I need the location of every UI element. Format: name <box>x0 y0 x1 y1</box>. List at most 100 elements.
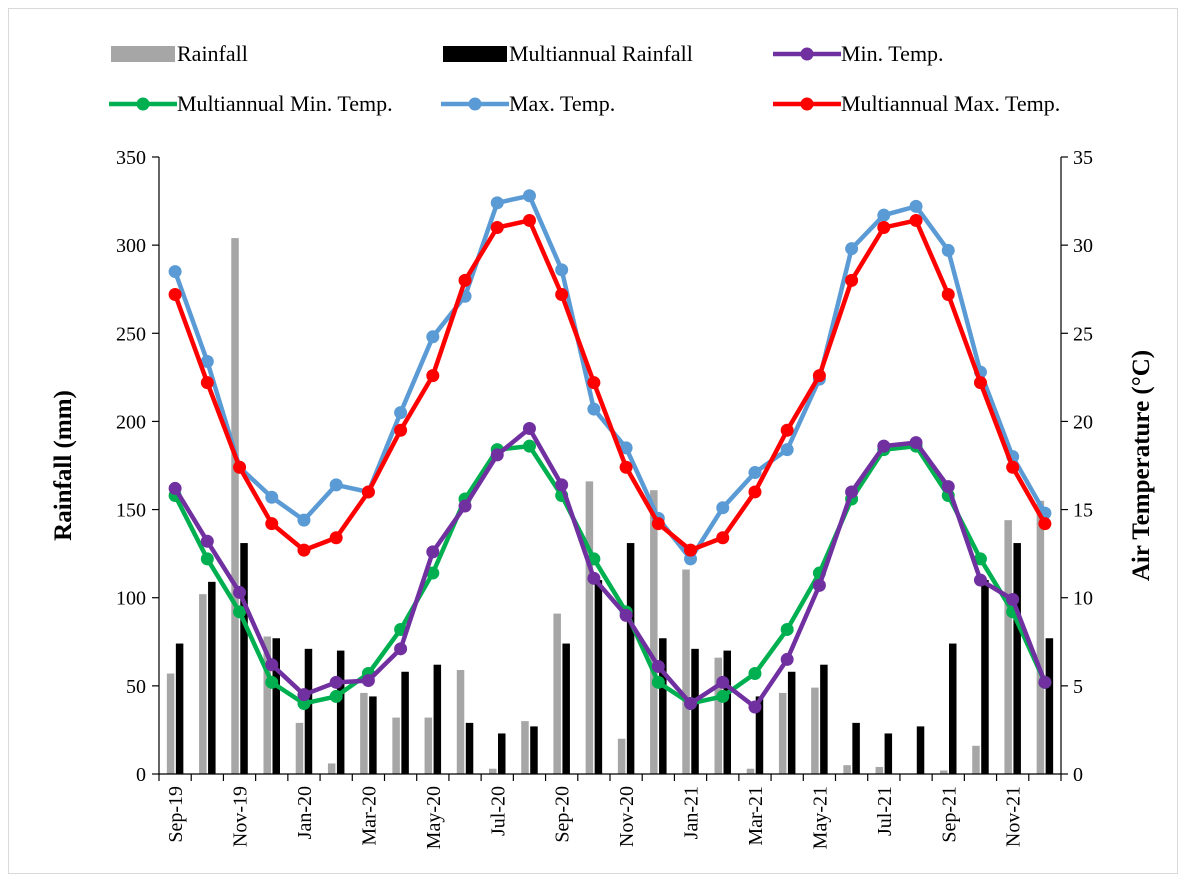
bar <box>626 543 635 774</box>
bar <box>787 671 796 774</box>
chart-canvas: 0 50 100 150 200 250 300 350 0 5 10 15 20 25 30 35 Sep-1… <box>50 41 1155 849</box>
y-right-tick-label: 20 <box>1073 411 1093 433</box>
bar <box>875 766 884 774</box>
bar <box>650 490 658 774</box>
data-point <box>329 478 343 492</box>
data-point <box>909 199 923 213</box>
bar <box>1013 543 1021 774</box>
chart-frame: 0 50 100 150 200 250 300 350 0 5 10 15 20 25 30 35 Sep-1… <box>8 8 1178 874</box>
y-left-tick-label: 0 <box>136 764 146 786</box>
data-point <box>973 376 987 390</box>
bar <box>392 717 400 774</box>
series-line <box>172 443 1048 706</box>
legend-label: Multiannual Max. Temp. <box>841 91 1060 116</box>
x-tick-label: Sep-21 <box>938 786 960 843</box>
data-point <box>233 460 247 474</box>
data-point <box>716 689 730 703</box>
y-right-tick-label: 5 <box>1073 676 1083 698</box>
data-point <box>200 534 214 548</box>
y-left-tick-label: 150 <box>116 500 146 522</box>
bar <box>594 580 603 774</box>
y-right-tick-label: 10 <box>1073 588 1093 610</box>
bar <box>456 669 465 774</box>
y-right-tick-label: 30 <box>1073 235 1093 257</box>
data-point <box>1006 592 1020 606</box>
data-point <box>973 552 987 566</box>
legend: Rainfall Multiannual Rainfall Min. Temp. Mu… <box>109 41 1060 116</box>
bar <box>682 569 690 774</box>
bar <box>714 657 722 774</box>
y-left-tick-label: 100 <box>116 588 146 610</box>
data-point <box>490 221 504 235</box>
legend-swatch <box>443 46 507 62</box>
bar <box>263 636 271 774</box>
bar <box>240 543 248 774</box>
data-point <box>651 659 665 673</box>
bar <box>843 765 851 774</box>
legend-label: Rainfall <box>177 41 248 66</box>
legend-marker <box>800 97 814 111</box>
y-right-tick-label: 25 <box>1073 323 1093 345</box>
bar <box>746 768 755 774</box>
bar <box>562 643 570 774</box>
data-point <box>265 517 279 531</box>
data-point <box>748 466 762 480</box>
data-point <box>909 436 923 450</box>
data-point <box>651 517 665 531</box>
bar <box>336 650 345 774</box>
data-point <box>168 481 182 495</box>
bar <box>175 643 184 774</box>
data-point <box>200 354 214 368</box>
data-point <box>812 369 826 383</box>
data-point <box>780 652 794 666</box>
data-point <box>877 221 891 235</box>
data-point <box>941 243 955 257</box>
data-point <box>361 485 375 499</box>
bar <box>199 594 207 774</box>
data-point <box>394 423 408 437</box>
bar <box>778 692 787 774</box>
data-point <box>426 545 440 559</box>
data-point <box>748 700 762 714</box>
data-point <box>458 273 472 287</box>
data-point <box>845 242 859 256</box>
y-right-tick-label: 15 <box>1073 500 1093 522</box>
data-point <box>716 675 730 689</box>
bar <box>295 722 304 774</box>
data-point <box>587 571 601 585</box>
bar <box>424 717 433 774</box>
bar <box>401 671 409 774</box>
x-tick-label: Nov-19 <box>230 786 252 847</box>
data-point <box>973 573 987 587</box>
data-point <box>168 288 182 302</box>
line-series-3 <box>168 213 1052 557</box>
data-point <box>716 531 730 545</box>
data-point <box>619 441 633 455</box>
legend-marker <box>468 97 482 111</box>
data-point <box>748 485 762 499</box>
bar <box>304 648 313 774</box>
x-tick-label: Sep-19 <box>165 786 187 843</box>
y-left-tick-label: 50 <box>126 676 146 698</box>
bar <box>916 726 925 774</box>
data-point <box>877 439 891 453</box>
data-point <box>780 443 794 457</box>
bar <box>521 721 529 774</box>
data-point <box>684 543 698 557</box>
bar <box>498 733 506 774</box>
line-series-0 <box>168 421 1052 714</box>
data-point <box>716 501 730 515</box>
data-point <box>522 421 536 435</box>
bar <box>433 664 442 774</box>
data-point <box>297 688 311 702</box>
x-tick-label: Nov-21 <box>1003 786 1025 847</box>
data-point <box>941 480 955 494</box>
data-point <box>619 608 633 622</box>
legend-item: Multiannual Rainfall <box>443 41 693 66</box>
data-point <box>877 208 891 222</box>
data-point <box>780 423 794 437</box>
bar <box>981 580 989 774</box>
data-point <box>1006 460 1020 474</box>
series-line <box>172 193 1048 562</box>
data-point <box>522 189 536 203</box>
